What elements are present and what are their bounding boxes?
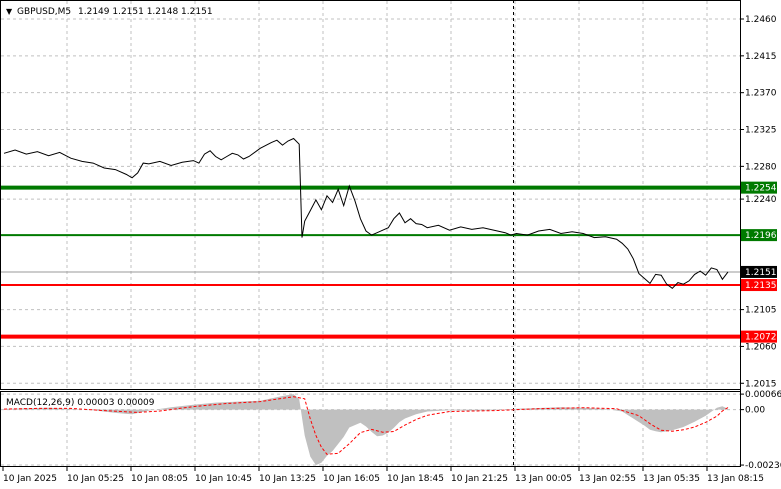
price-tick-label: 1.2105 bbox=[745, 306, 777, 316]
price-tick-label: 1.2060 bbox=[745, 342, 777, 352]
current-price-tag bbox=[741, 265, 777, 278]
macd-tick-label: 0.00066 bbox=[745, 390, 781, 400]
price-tick-label: 1.2415 bbox=[745, 52, 777, 62]
support-level-tag-label: 1.2196 bbox=[745, 231, 777, 241]
level-tags: 1.2254 1.2196 1.2135 1.2072 1.2151 bbox=[741, 181, 777, 343]
price-tick-label: 1.2240 bbox=[745, 195, 777, 205]
price-tick-label: 1.2325 bbox=[745, 126, 777, 136]
time-tick-label: 13 Jan 05:35 bbox=[643, 474, 700, 484]
time-tick-label: 10 Jan 08:05 bbox=[131, 474, 188, 484]
support-level-tag bbox=[741, 181, 777, 194]
time-grid bbox=[66, 1, 708, 466]
macd-signal-line bbox=[3, 396, 729, 455]
time-tick-label: 10 Jan 13:25 bbox=[259, 474, 316, 484]
ohlc-readout: 1.2149 1.2151 1.2148 1.2151 bbox=[78, 7, 213, 17]
time-tick-label: 13 Jan 02:55 bbox=[579, 474, 636, 484]
price-line bbox=[3, 137, 729, 289]
resistance-level-tag-label: 1.2135 bbox=[745, 281, 777, 291]
price-tick-label: 1.2280 bbox=[745, 162, 777, 172]
macd-tick-label: -0.00236 bbox=[745, 461, 781, 471]
price-tick-label: 1.2015 bbox=[745, 379, 777, 389]
macd-signal bbox=[3, 396, 729, 455]
macd-axis: 0.00066 0.00 -0.00236 bbox=[740, 390, 781, 471]
time-tick-label: 10 Jan 2025 bbox=[3, 474, 57, 484]
support-level-tag bbox=[741, 229, 777, 242]
time-tick-label: 10 Jan 16:05 bbox=[323, 474, 380, 484]
time-tick-label: 10 Jan 10:45 bbox=[195, 474, 252, 484]
price-tick-label: 1.2370 bbox=[745, 89, 777, 99]
macd-tick-label: 0.00 bbox=[745, 406, 765, 416]
macd-label: MACD(12,26,9) 0.00003 0.00009 bbox=[6, 398, 155, 408]
resistance-level-tag bbox=[741, 330, 777, 343]
main-plot-frame bbox=[0, 0, 741, 390]
time-tick-label: 10 Jan 21:25 bbox=[451, 474, 508, 484]
time-tick-label: 13 Jan 00:05 bbox=[515, 474, 572, 484]
support-level-tag-label: 1.2254 bbox=[745, 184, 777, 194]
time-tick-label: 13 Jan 08:15 bbox=[707, 474, 764, 484]
time-tick-label: 10 Jan 18:45 bbox=[387, 474, 444, 484]
price-series bbox=[3, 137, 729, 289]
horizontal-levels bbox=[1, 185, 740, 339]
symbol-label: GBPUSD,M5 bbox=[17, 7, 71, 17]
resistance-level-tag-label: 1.2072 bbox=[745, 333, 777, 343]
dropdown-triangle-icon[interactable]: ▼ bbox=[6, 7, 13, 16]
resistance-level-tag bbox=[741, 279, 777, 292]
price-tick-label: 1.2460 bbox=[745, 15, 777, 25]
current-price-tag-label: 1.2151 bbox=[745, 268, 777, 278]
time-tick-label: 10 Jan 05:25 bbox=[67, 474, 124, 484]
time-axis: 10 Jan 2025 10 Jan 05:25 10 Jan 08:05 10 Ja… bbox=[2, 467, 764, 484]
